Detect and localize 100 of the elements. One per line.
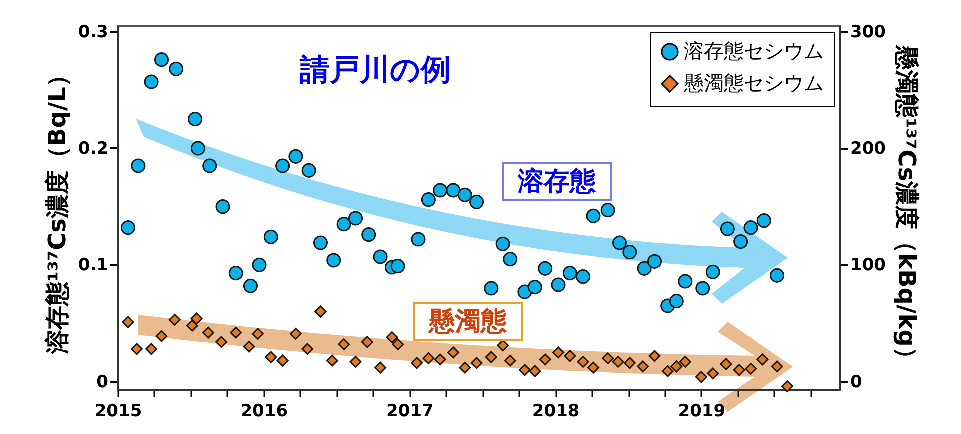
point xyxy=(720,358,732,370)
point xyxy=(503,252,518,267)
point xyxy=(290,328,302,340)
point xyxy=(314,306,327,318)
point xyxy=(130,343,143,356)
point xyxy=(781,380,794,392)
point xyxy=(662,365,674,378)
y-tick-label: 0.1 xyxy=(78,256,108,276)
point xyxy=(720,222,735,236)
point xyxy=(485,351,498,364)
point xyxy=(146,343,158,356)
point xyxy=(144,74,159,90)
point xyxy=(470,357,483,370)
point xyxy=(422,352,435,364)
point xyxy=(669,294,684,309)
point xyxy=(186,320,198,332)
point xyxy=(373,250,388,264)
point xyxy=(679,356,692,368)
point xyxy=(264,230,278,244)
point xyxy=(528,280,542,295)
point xyxy=(771,360,784,373)
point xyxy=(600,203,616,218)
point xyxy=(361,336,374,348)
point xyxy=(302,343,314,356)
point xyxy=(202,158,218,174)
y2-tick-label: 300 xyxy=(850,22,886,42)
point xyxy=(168,314,181,326)
point xyxy=(228,266,244,281)
point xyxy=(390,259,406,274)
point xyxy=(288,149,304,164)
point xyxy=(670,360,683,373)
x-tick-label: 2018 xyxy=(532,402,580,422)
point xyxy=(733,364,746,376)
point xyxy=(190,312,203,325)
point xyxy=(744,220,758,236)
point xyxy=(745,363,758,375)
y-axis-title: 溶存態¹³⁷Cs濃度（Bq/L） xyxy=(43,63,72,355)
y2-tick-label: 100 xyxy=(850,256,886,276)
point xyxy=(459,362,472,374)
y-tick-label: 0 xyxy=(96,372,109,392)
point xyxy=(707,368,720,380)
point xyxy=(696,281,710,296)
text: 請戸川の例 xyxy=(300,52,451,90)
point xyxy=(624,357,636,370)
point xyxy=(734,234,748,250)
legend-label: 溶存態セシウム xyxy=(684,39,824,63)
point xyxy=(362,228,376,242)
y2-tick-label: 0 xyxy=(850,372,862,392)
point xyxy=(458,188,472,202)
point xyxy=(122,316,134,328)
point xyxy=(411,232,426,247)
point xyxy=(576,270,591,284)
point xyxy=(154,52,170,68)
point xyxy=(637,261,652,276)
point xyxy=(496,236,510,252)
point xyxy=(695,371,708,384)
point xyxy=(588,362,600,374)
x-tick-label: 2015 xyxy=(94,402,142,422)
point xyxy=(265,351,278,364)
point xyxy=(622,245,638,260)
point xyxy=(190,141,206,156)
point xyxy=(421,192,436,208)
point xyxy=(326,253,342,268)
point xyxy=(447,346,460,359)
point xyxy=(637,360,650,373)
point xyxy=(529,365,542,378)
x-tick-label: 2017 xyxy=(386,402,434,422)
point xyxy=(276,158,290,174)
point xyxy=(202,326,214,339)
point xyxy=(188,112,203,127)
y2-axis-title: 懸濁態¹³⁷Cs濃度（kBq/kg） xyxy=(892,45,921,371)
point xyxy=(612,236,628,250)
point xyxy=(504,354,516,367)
point xyxy=(756,354,769,366)
point xyxy=(120,220,136,236)
point xyxy=(411,357,424,370)
point xyxy=(756,214,772,228)
point xyxy=(518,364,531,376)
point xyxy=(552,346,564,359)
point xyxy=(539,354,552,366)
point xyxy=(348,211,364,226)
point xyxy=(169,62,184,76)
point xyxy=(386,332,398,344)
point xyxy=(470,194,484,210)
legend-label: 懸濁態セシウム xyxy=(683,71,824,95)
point xyxy=(484,281,499,296)
point xyxy=(338,338,350,350)
point xyxy=(302,163,316,178)
y-tick-label: 0.2 xyxy=(78,139,108,159)
point xyxy=(446,183,461,198)
x-tick-label: 2019 xyxy=(678,402,726,422)
point xyxy=(374,362,387,374)
point xyxy=(612,356,624,368)
point xyxy=(216,336,228,348)
point xyxy=(230,326,242,339)
point xyxy=(252,328,264,340)
point xyxy=(243,278,258,294)
point xyxy=(602,352,614,364)
annotation: 溶存態 xyxy=(502,162,612,201)
x-tick-label: 2016 xyxy=(240,402,288,422)
